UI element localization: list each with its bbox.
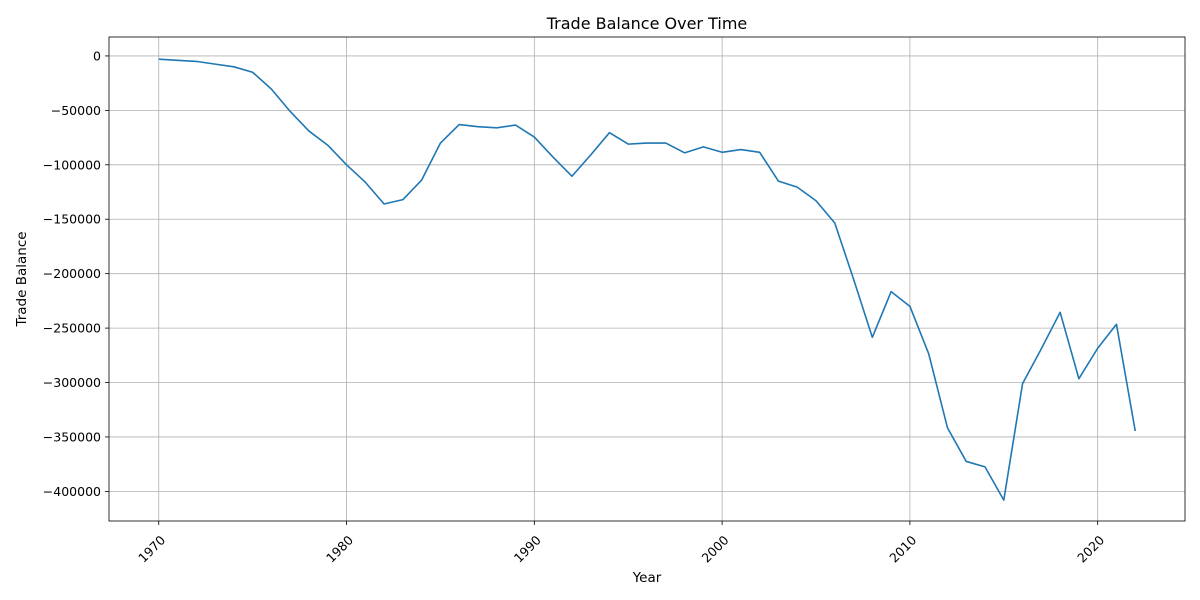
y-tick-label: −250000 [43, 321, 101, 336]
y-tick-label: −350000 [43, 429, 101, 444]
y-axis-label: Trade Balance [14, 231, 30, 327]
trade-balance-line [158, 58, 1137, 501]
chart-title: Trade Balance Over Time [546, 14, 748, 33]
y-tick-label: −200000 [43, 266, 101, 281]
plot-frame [108, 36, 1186, 522]
y-tick-label: −150000 [43, 212, 101, 227]
y-tick-label: −50000 [51, 103, 101, 118]
x-axis-label: Year [632, 570, 662, 586]
y-tick-label: −400000 [43, 484, 101, 499]
y-tick-label: 0 [93, 48, 101, 63]
y-tick-label: −100000 [43, 157, 101, 172]
y-tick-label: −300000 [43, 375, 101, 390]
grid-lines [109, 37, 1185, 521]
y-axis-ticks: 0 −50000 −100000 −150000 −200000 −250000 −3000… [43, 48, 109, 499]
